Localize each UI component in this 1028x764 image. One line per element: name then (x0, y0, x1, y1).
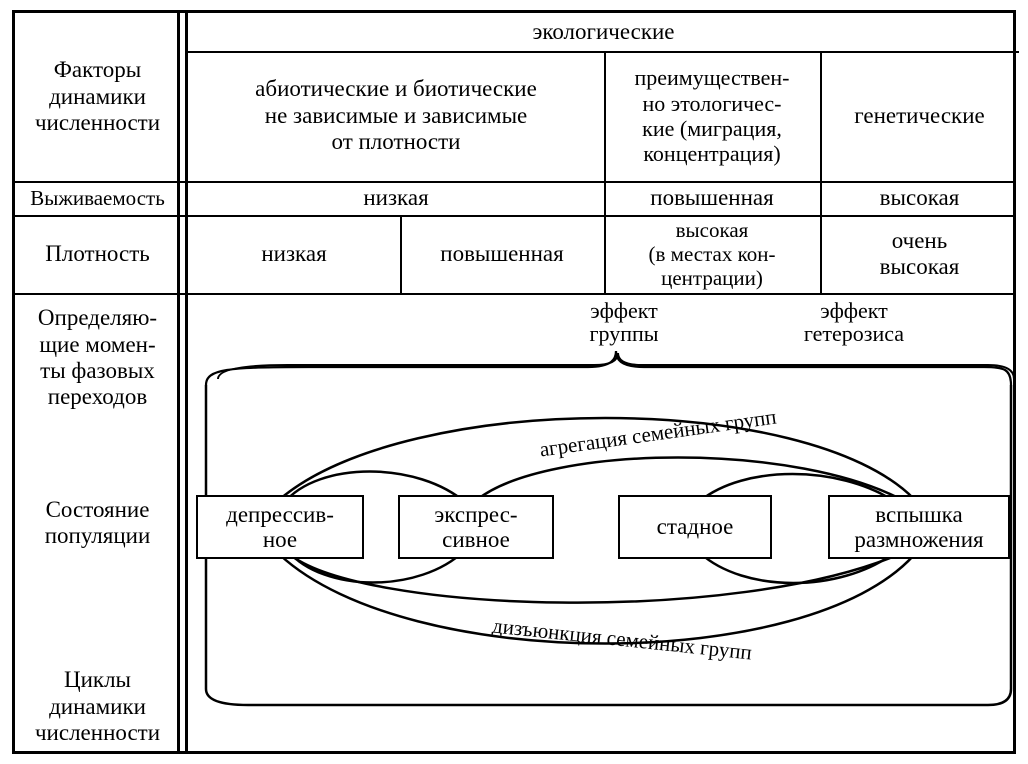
row-label-state: Состояние популяции (15, 483, 180, 563)
row-label-moments-text: Определяю- щие момен- ты фазовых переход… (38, 305, 157, 411)
row-label-factors-text: Факторы динамики численности (35, 57, 160, 136)
row-label-survival-text: Выживаемость (30, 186, 165, 210)
node-depressive: депрессив- ное (196, 495, 364, 559)
content-area: экологические абиотические и биотические… (188, 13, 1019, 751)
node-expressive: экспрес- сивное (398, 495, 554, 559)
node-herd: стадное (618, 495, 772, 559)
row-label-density-text: Плотность (45, 241, 149, 267)
row-label-cycles-text: Циклы динамики численности (35, 667, 160, 746)
braces-svg-2 (188, 13, 1019, 473)
double-separator (180, 13, 188, 751)
brace-label-1: эффект группы (534, 299, 714, 345)
node-depressive-text: депрессив- ное (226, 502, 334, 553)
row-label-density: Плотность (15, 215, 180, 293)
node-herd-text: стадное (657, 514, 734, 539)
brace-outer (206, 351, 1011, 385)
node-outbreak-text: вспышка размножения (854, 502, 983, 553)
row-label-survival: Выживаемость (15, 181, 180, 215)
node-outbreak: вспышка размножения (828, 495, 1010, 559)
outer-frame: Факторы динамики численности Выживаемост… (12, 10, 1016, 754)
node-expressive-text: экспрес- сивное (434, 502, 517, 553)
row-label-state-text: Состояние популяции (45, 497, 151, 550)
brace-label-2: эффект гетерозиса (754, 299, 954, 345)
row-label-cycles: Циклы динамики численности (15, 657, 180, 757)
row-label-moments: Определяю- щие момен- ты фазовых переход… (15, 293, 180, 423)
arc-bottom-inner (288, 553, 902, 603)
row-label-factors: Факторы динамики численности (15, 13, 180, 181)
